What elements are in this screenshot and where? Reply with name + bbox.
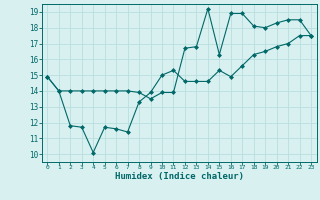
X-axis label: Humidex (Indice chaleur): Humidex (Indice chaleur)	[115, 172, 244, 181]
